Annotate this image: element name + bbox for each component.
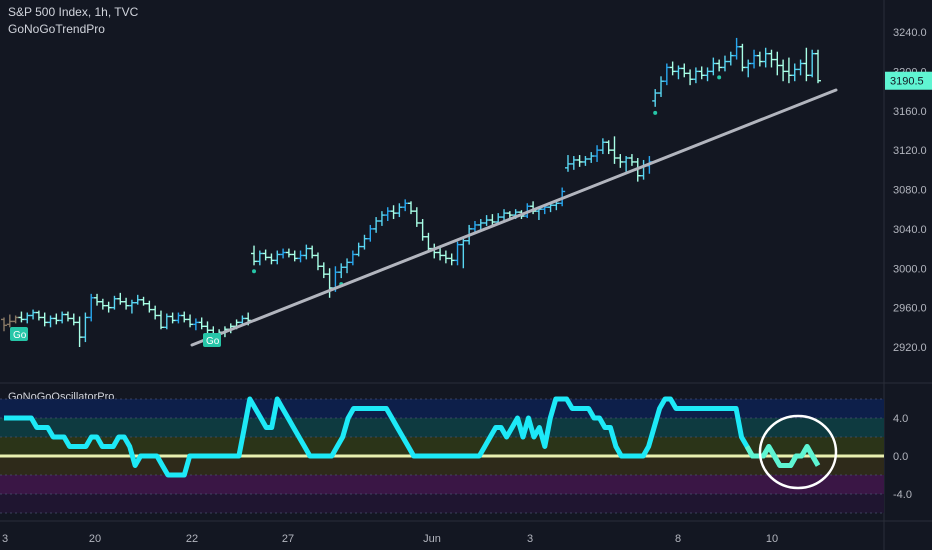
oscillator-line-tail bbox=[744, 444, 821, 468]
time-tick-label: 8 bbox=[675, 533, 681, 545]
price-tick-label: 3000.0 bbox=[893, 263, 927, 275]
highlight-circle bbox=[758, 414, 838, 490]
price-tick-label: 3120.0 bbox=[893, 145, 927, 157]
go-label-text: Go bbox=[206, 336, 220, 347]
last-price-value: 3190.5 bbox=[890, 76, 924, 88]
indicator-label: GoNoGoTrendPro bbox=[8, 22, 105, 36]
time-tick-label: 3 bbox=[2, 533, 8, 545]
last-price-tag bbox=[885, 71, 932, 90]
oscillator-band bbox=[0, 399, 884, 418]
oscillator-band bbox=[0, 494, 884, 513]
price-tick-label: 3240.0 bbox=[893, 27, 927, 39]
price-tick-label: 2920.0 bbox=[893, 342, 927, 354]
oscillator-band bbox=[0, 418, 884, 437]
oscillator-line bbox=[4, 396, 821, 478]
time-tick-label: 20 bbox=[89, 533, 101, 545]
price-tick-label: 3080.0 bbox=[893, 185, 927, 197]
signal-dot bbox=[252, 269, 257, 274]
time-tick-label: 3 bbox=[527, 533, 533, 545]
go-label bbox=[203, 333, 221, 347]
time-tick-label: 10 bbox=[766, 533, 778, 545]
time-tick-label: 27 bbox=[282, 533, 294, 545]
oscillator-band bbox=[0, 456, 884, 475]
time-tick-label: 22 bbox=[186, 533, 198, 545]
oscillator-tick-label: 4.0 bbox=[893, 413, 908, 425]
chart-title: S&P 500 Index, 1h, TVC bbox=[8, 5, 139, 19]
trendline[interactable] bbox=[190, 88, 838, 347]
price-tick-label: 3160.0 bbox=[893, 106, 927, 118]
go-label-text: Go bbox=[13, 330, 27, 341]
oscillator-tick-label: -4.0 bbox=[893, 489, 912, 501]
go-label bbox=[10, 327, 28, 341]
oscillator-band bbox=[0, 475, 884, 494]
oscillator-band bbox=[0, 437, 884, 456]
price-tick-label: 2960.0 bbox=[893, 303, 927, 315]
time-tick-label: Jun bbox=[423, 533, 441, 545]
oscillator-tick-label: 0.0 bbox=[893, 451, 908, 463]
signal-dot bbox=[653, 110, 658, 115]
price-tick-label: 3040.0 bbox=[893, 224, 927, 236]
signal-dot bbox=[717, 75, 722, 80]
